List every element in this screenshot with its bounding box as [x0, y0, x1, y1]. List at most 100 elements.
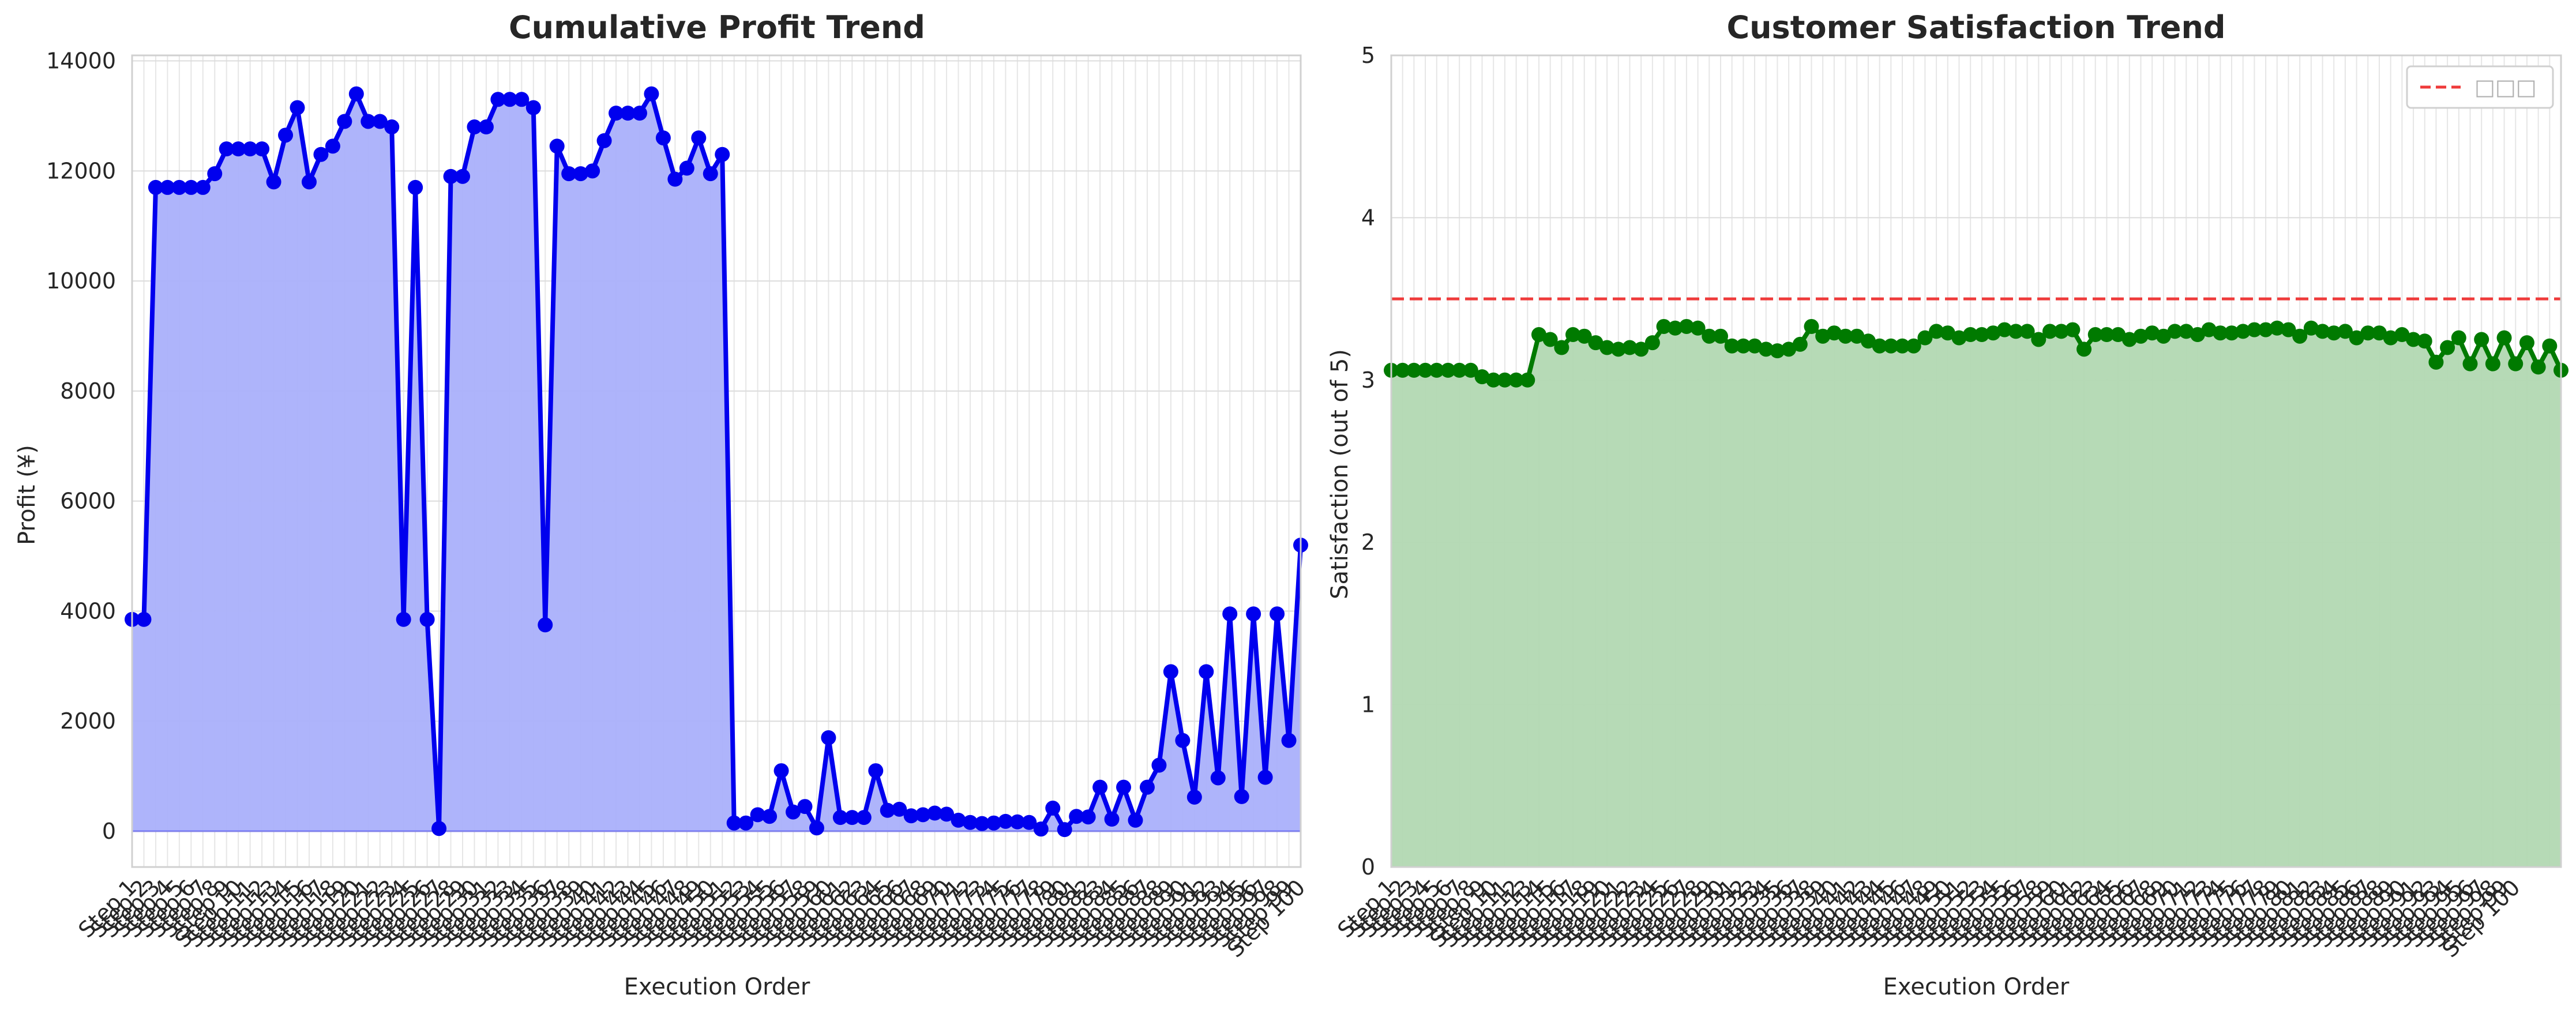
y-tick-layer: 0 1 2 3 4 5 [1361, 43, 1375, 880]
plot-frame [131, 54, 1302, 868]
data-point [1222, 606, 1238, 622]
data-point [2337, 324, 2353, 339]
data-point [372, 114, 388, 129]
plot-frame [1390, 54, 2562, 868]
data-point [183, 179, 199, 195]
data-point [207, 166, 223, 182]
data-point [2303, 320, 2319, 336]
data-point [1883, 338, 1899, 354]
chart-customer-satisfaction: Customer Satisfaction Trend Satisfaction… [1327, 9, 2569, 1000]
data-point [786, 804, 801, 820]
data-point [2383, 330, 2398, 346]
data-point [337, 114, 352, 129]
area-fill [1391, 326, 2561, 867]
data-point [679, 160, 694, 176]
y-tick-label: 12000 [46, 158, 116, 183]
data-point [1599, 340, 1615, 355]
data-point [2371, 325, 2387, 341]
y-tick-label: 0 [1361, 854, 1375, 880]
series-layer [125, 54, 1308, 868]
data-point [136, 611, 152, 627]
data-point [278, 127, 294, 143]
data-point [2031, 332, 2046, 347]
data-point [2133, 328, 2149, 344]
x-axis-label: Execution Order [624, 974, 810, 1000]
data-point [1634, 341, 1649, 357]
data-point [667, 171, 683, 187]
data-point [2440, 340, 2455, 355]
data-point [1520, 372, 1535, 388]
data-point [2485, 356, 2500, 371]
data-point [171, 179, 187, 195]
data-point [915, 807, 931, 823]
data-point [821, 730, 836, 745]
data-point [856, 810, 872, 825]
data-point [1951, 330, 1967, 346]
data-point [655, 130, 671, 146]
data-point [1804, 318, 1819, 334]
data-point [1418, 362, 1433, 378]
data-point [1395, 362, 1410, 378]
data-point [408, 179, 423, 195]
data-point [1104, 812, 1120, 827]
data-point [1963, 327, 1978, 343]
data-point [195, 179, 211, 195]
data-point [1940, 325, 1955, 341]
data-point [2076, 341, 2092, 357]
data-point [1486, 372, 1501, 388]
data-point [1554, 340, 1569, 355]
y-tick-label: 5 [1361, 43, 1375, 68]
data-point [361, 114, 376, 129]
data-point [1724, 338, 1740, 354]
series-layer [1384, 54, 2569, 868]
data-point [986, 815, 1001, 831]
data-point [1826, 325, 1842, 341]
data-point [1281, 733, 1297, 748]
data-point [1906, 338, 1921, 354]
data-point [313, 147, 329, 162]
data-point [1917, 330, 1933, 346]
data-point [880, 802, 895, 818]
data-point [431, 821, 447, 836]
data-point [1656, 318, 1672, 334]
data-point [1531, 327, 1546, 343]
data-point [2065, 322, 2081, 337]
data-point [2087, 327, 2103, 343]
data-point [762, 809, 778, 824]
data-point [2315, 324, 2330, 339]
data-point [1033, 821, 1049, 837]
data-point [644, 86, 659, 102]
data-point [1815, 328, 1831, 344]
data-point [2008, 324, 2023, 339]
data-point [1139, 779, 1155, 795]
data-point [596, 133, 612, 148]
data-point [396, 611, 411, 627]
data-point [290, 100, 305, 115]
y-tick-label: 3 [1361, 367, 1375, 393]
data-point [2349, 330, 2364, 346]
data-point [1895, 338, 1910, 354]
y-tick-label: 14000 [46, 48, 116, 74]
data-point [1151, 757, 1167, 773]
data-point [1186, 789, 1202, 805]
data-point [1234, 789, 1249, 804]
data-point [1702, 328, 1717, 344]
data-point [1009, 814, 1025, 830]
data-point [1542, 332, 1558, 347]
y-tick-label: 0 [102, 819, 116, 844]
data-point [1576, 328, 1592, 344]
data-point [974, 816, 990, 831]
legend-label: □□□ [2474, 74, 2537, 100]
data-point [620, 106, 636, 121]
data-point [903, 808, 919, 824]
data-point [2360, 325, 2376, 341]
data-point [490, 92, 506, 107]
data-point [1849, 328, 1865, 344]
data-point [703, 166, 718, 182]
data-point [573, 166, 588, 182]
data-point [1929, 324, 1944, 339]
data-point [231, 141, 246, 157]
